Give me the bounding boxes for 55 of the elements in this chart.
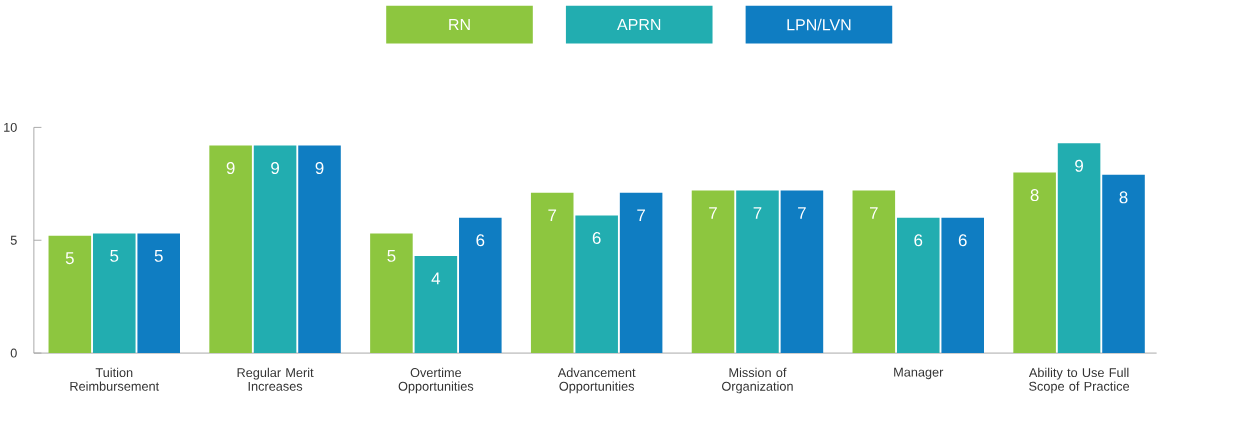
- data-label: 7: [709, 207, 717, 219]
- data-label: 5: [387, 249, 396, 262]
- bar: [736, 190, 779, 354]
- x-tick-label: Advancement Opportunities: [557, 367, 636, 394]
- bar: [780, 190, 824, 354]
- data-label: 4: [431, 272, 441, 285]
- data-label: 9: [1075, 159, 1083, 172]
- x-tick-label: Ability to Use Full Scope of Practice: [1028, 367, 1130, 394]
- x-tick-label: Manager: [894, 367, 944, 380]
- bar: [896, 217, 940, 354]
- bar: [852, 190, 896, 354]
- bar: [414, 255, 458, 354]
- y-tick-label: 5: [10, 235, 17, 245]
- bar: [137, 233, 180, 354]
- y-tick-label: 10: [4, 122, 17, 132]
- data-label: 8: [1030, 189, 1039, 202]
- bar: [941, 217, 984, 354]
- bar: [370, 233, 413, 354]
- bar: [691, 190, 735, 354]
- data-label: 7: [798, 207, 806, 219]
- bar: [209, 145, 252, 354]
- x-tick-label: Regular Merit Increases: [237, 367, 314, 391]
- x-tick-label: Mission of Organization: [722, 367, 793, 394]
- data-label: 6: [914, 234, 923, 247]
- text: RN: [449, 19, 470, 31]
- data-label: 7: [753, 207, 762, 219]
- x-tick-label: Tuition Reimbursement: [70, 367, 160, 391]
- bar: [298, 145, 341, 354]
- data-label: 5: [110, 249, 119, 262]
- data-label: 8: [1119, 191, 1128, 204]
- bar: [253, 145, 297, 354]
- data-label: 9: [226, 161, 235, 174]
- data-label: 7: [637, 209, 645, 222]
- data-label: 6: [476, 234, 485, 247]
- bar: [619, 192, 663, 354]
- text: APRN: [617, 19, 661, 31]
- data-label: 6: [958, 234, 967, 247]
- bar: [459, 217, 502, 354]
- data-label: 6: [592, 231, 601, 244]
- data-label: 9: [315, 161, 324, 174]
- bar: [48, 235, 92, 354]
- data-label: 9: [271, 161, 279, 174]
- data-label: 5: [65, 252, 74, 265]
- bar: [1102, 174, 1145, 354]
- data-label: 5: [154, 249, 163, 262]
- bar: [92, 233, 136, 354]
- bar: [530, 192, 574, 354]
- y-tick-label: 0: [10, 348, 17, 358]
- bar: [1057, 143, 1101, 354]
- bar: [1013, 172, 1056, 354]
- data-label: 7: [548, 209, 557, 222]
- text: LPN/LVN: [787, 18, 851, 31]
- bar: [575, 215, 618, 354]
- x-tick-label: Overtime Opportunities: [398, 367, 474, 394]
- data-label: 7: [869, 207, 878, 219]
